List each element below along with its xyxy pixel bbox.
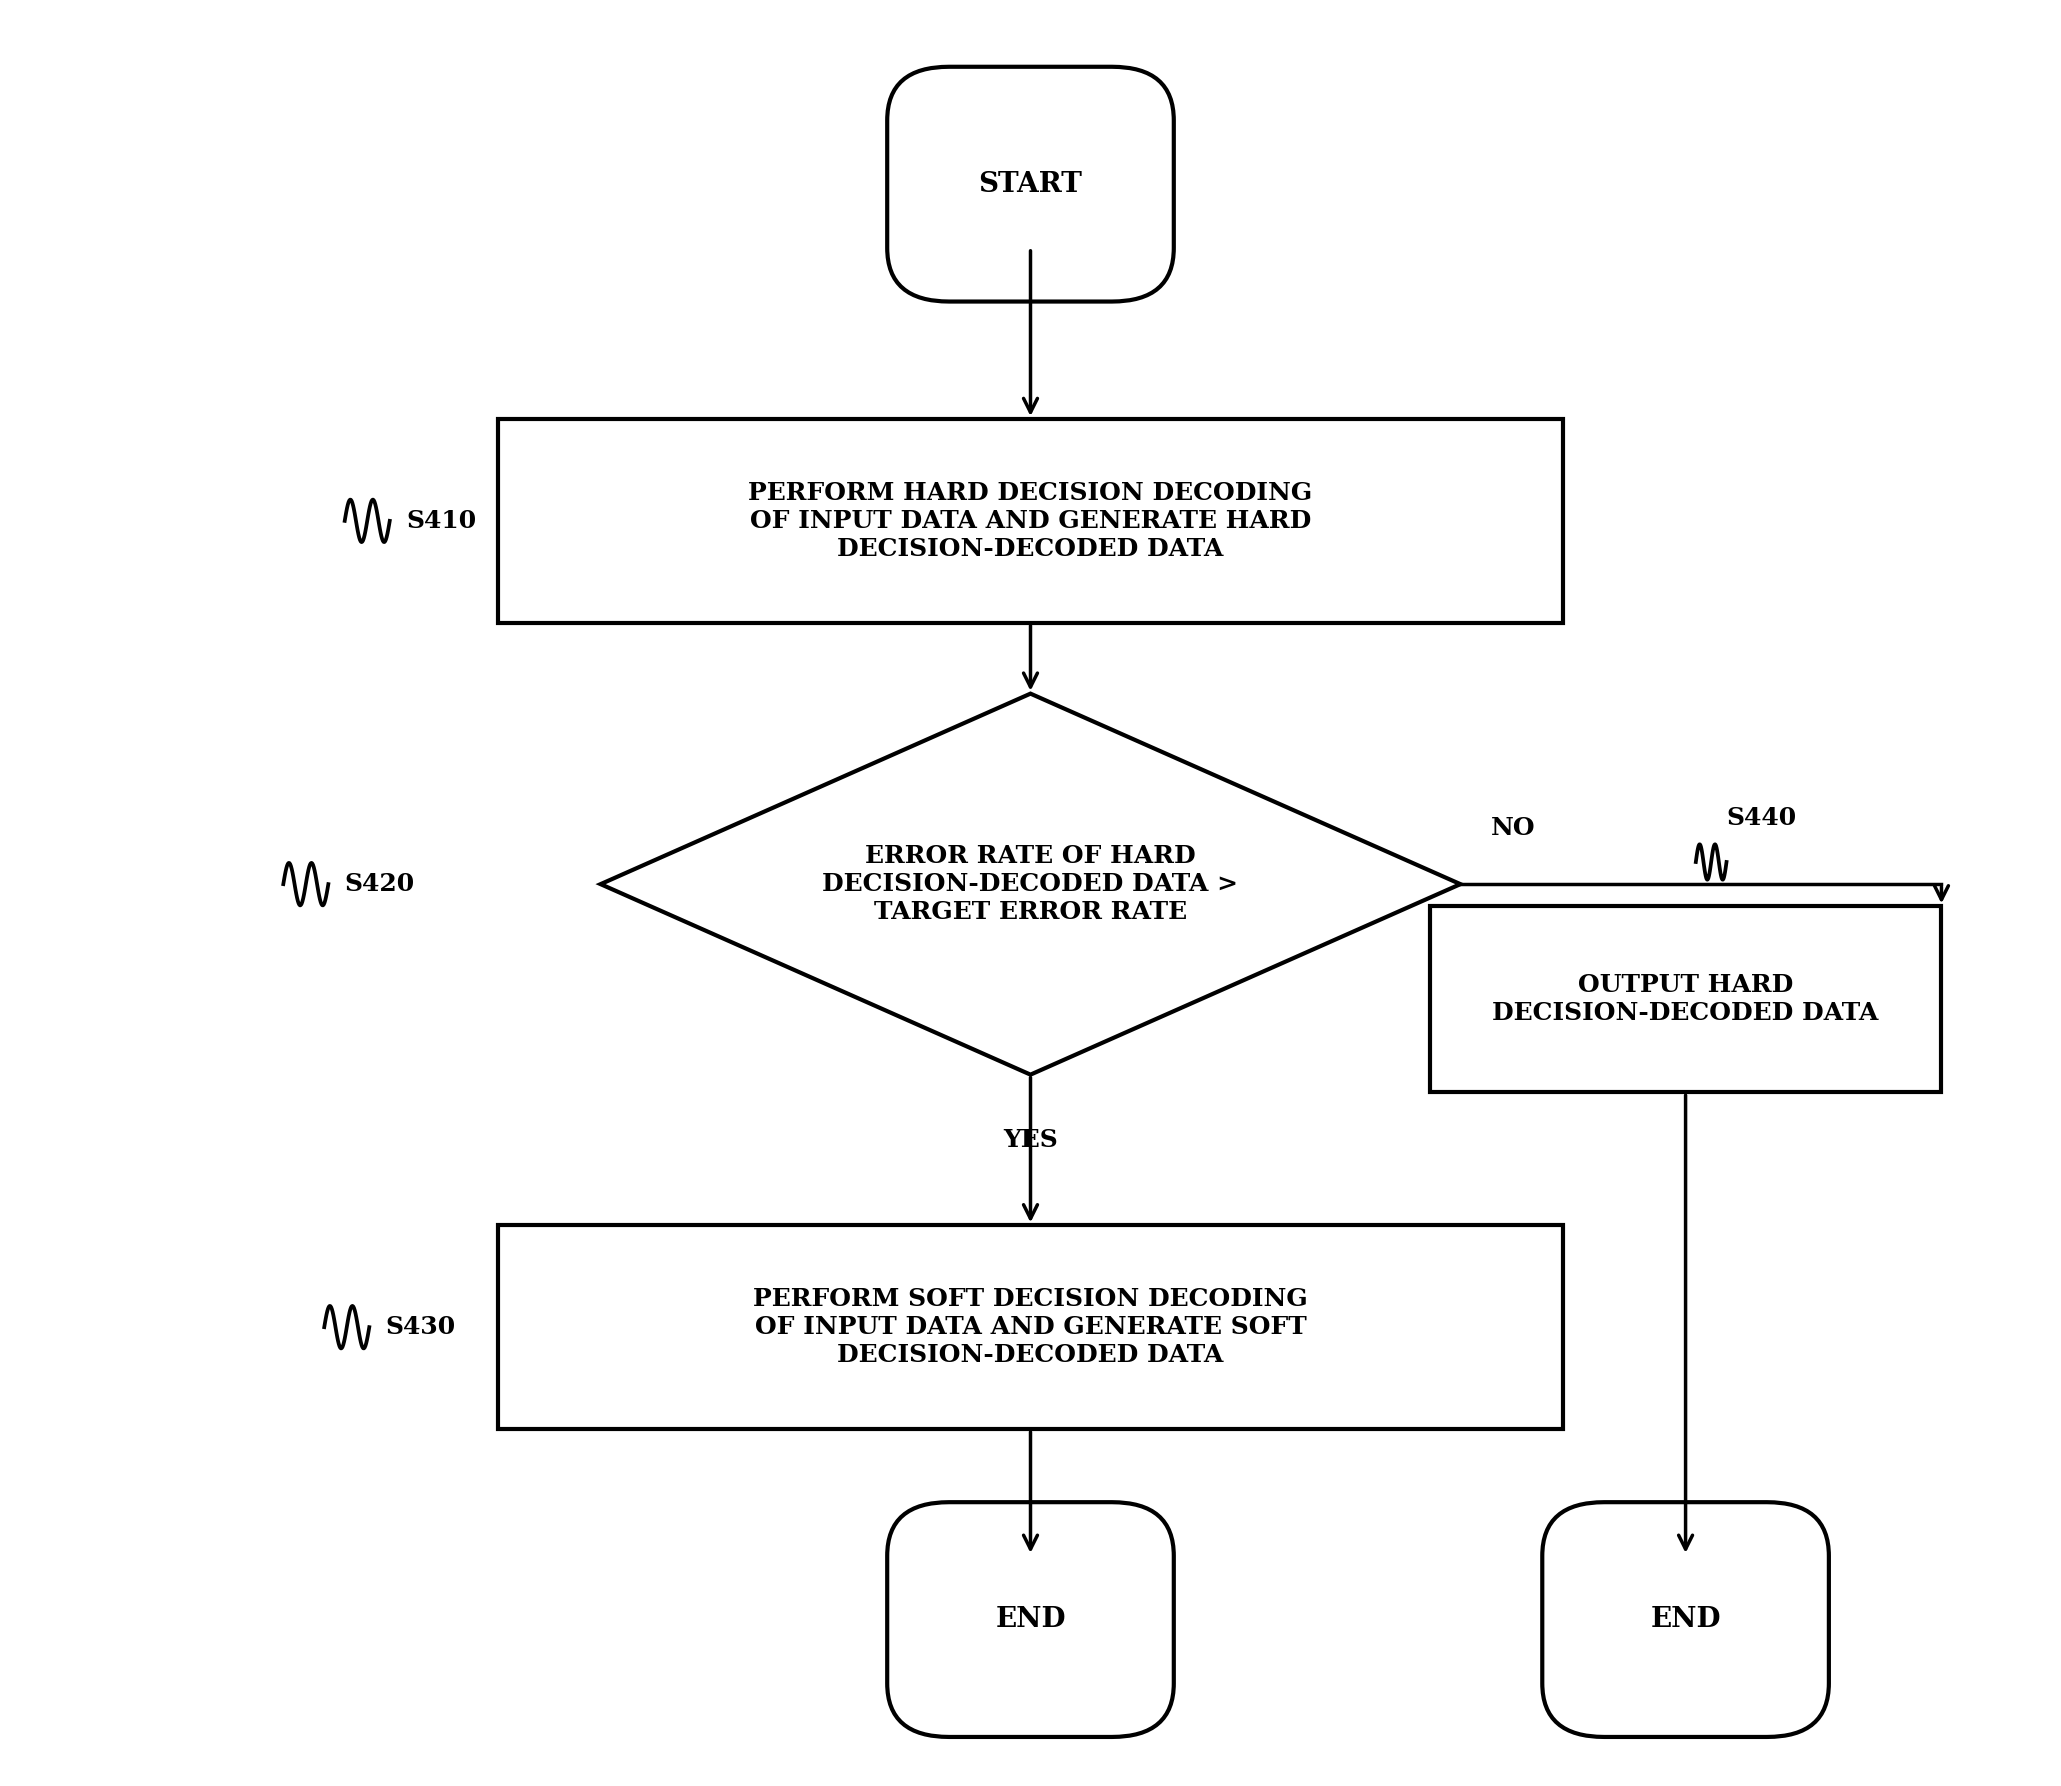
Text: END: END <box>1651 1606 1721 1632</box>
Text: NO: NO <box>1490 816 1535 839</box>
Text: OUTPUT HARD
DECISION-DECODED DATA: OUTPUT HARD DECISION-DECODED DATA <box>1492 973 1880 1025</box>
Text: ERROR RATE OF HARD
DECISION-DECODED DATA >
TARGET ERROR RATE: ERROR RATE OF HARD DECISION-DECODED DATA… <box>822 845 1239 923</box>
Text: START: START <box>979 171 1082 198</box>
Text: S410: S410 <box>406 509 476 532</box>
Text: END: END <box>995 1606 1066 1632</box>
Bar <box>499 1225 1562 1429</box>
Text: S440: S440 <box>1727 805 1797 830</box>
Bar <box>1430 906 1941 1093</box>
Text: YES: YES <box>1004 1127 1057 1152</box>
FancyBboxPatch shape <box>886 1502 1175 1738</box>
FancyBboxPatch shape <box>886 66 1175 302</box>
FancyBboxPatch shape <box>1542 1502 1828 1738</box>
Bar <box>499 420 1562 623</box>
Text: S420: S420 <box>344 872 414 897</box>
Text: PERFORM HARD DECISION DECODING
OF INPUT DATA AND GENERATE HARD
DECISION-DECODED : PERFORM HARD DECISION DECODING OF INPUT … <box>748 480 1313 561</box>
Text: S430: S430 <box>385 1314 455 1340</box>
Polygon shape <box>600 693 1461 1075</box>
Text: PERFORM SOFT DECISION DECODING
OF INPUT DATA AND GENERATE SOFT
DECISION-DECODED : PERFORM SOFT DECISION DECODING OF INPUT … <box>752 1288 1309 1366</box>
